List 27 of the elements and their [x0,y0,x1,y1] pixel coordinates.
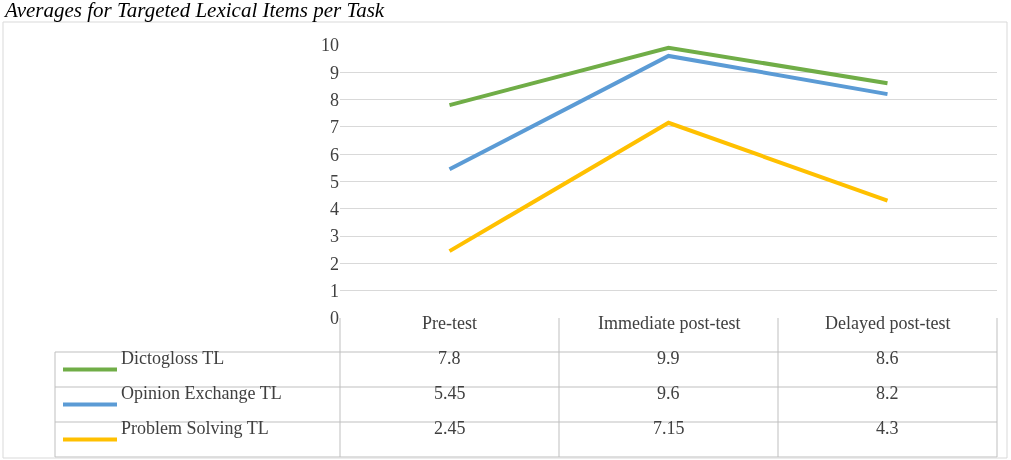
legend-label: Problem Solving TL [121,418,269,438]
chart-title: Averages for Targeted Lexical Items per Task [3,0,385,22]
legend-label: Opinion Exchange TL [121,383,282,403]
data-label: 7.8 [438,348,461,368]
y-tick-label: 4 [330,199,339,220]
legend-label: Dictogloss TL [121,348,225,368]
y-tick-label: 1 [330,281,339,301]
y-tick-label: 3 [330,226,339,247]
data-label: 5.45 [434,383,466,403]
x-tick-label: Pre-test [422,313,477,333]
y-tick-label: 7 [330,117,339,138]
y-tick-label: 9 [330,62,339,83]
data-label: 8.2 [876,383,899,403]
data-label: 4.3 [876,418,899,438]
y-tick-label: 0 [330,308,339,329]
data-label: 7.15 [653,418,685,438]
data-label: 9.6 [657,383,680,403]
x-tick-label: Delayed post-test [825,313,951,333]
y-tick-label: 6 [330,144,339,165]
x-tick-label: Immediate post-test [598,313,741,333]
data-label: 9.9 [657,348,680,368]
y-tick-label: 8 [330,89,339,110]
y-tick-label: 2 [330,253,339,274]
y-tick-label: 10 [321,35,339,56]
y-tick-label: 5 [330,171,339,192]
data-label: 2.45 [434,418,466,438]
data-label: 8.6 [876,348,899,368]
